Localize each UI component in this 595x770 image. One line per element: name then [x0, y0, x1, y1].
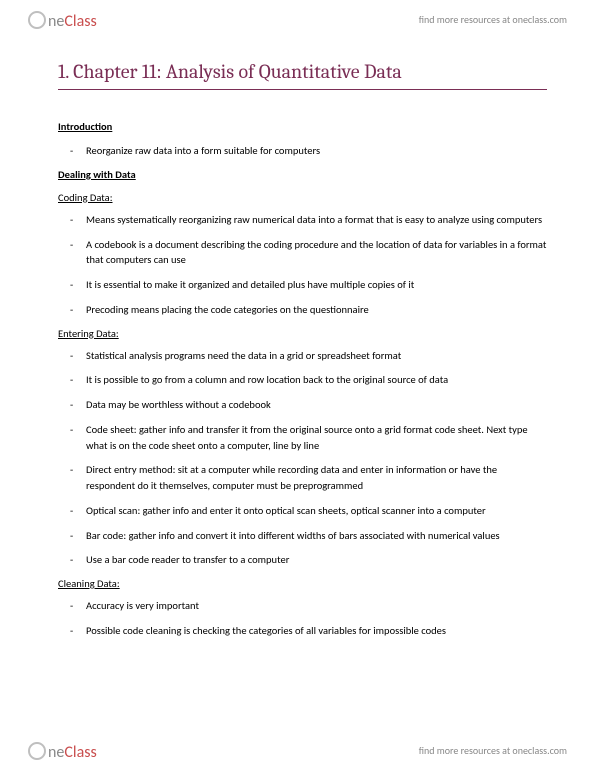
- list-item: Code sheet: gather info and transfer it …: [86, 422, 547, 454]
- list-item: Direct entry method: sit at a computer w…: [86, 462, 547, 494]
- list-item: Means systematically reorganizing raw nu…: [86, 212, 547, 228]
- subsection-heading: Coding Data:: [58, 191, 547, 204]
- list-item: Bar code: gather info and convert it int…: [86, 528, 547, 544]
- list-item: Use a bar code reader to transfer to a c…: [86, 552, 547, 568]
- page-footer: ne Class find more resources at oneclass…: [0, 731, 595, 770]
- brand-logo-footer: ne Class: [28, 739, 97, 762]
- logo-circle-icon: [28, 11, 46, 29]
- list-item: Data may be worthless without a codebook: [86, 397, 547, 413]
- subsection-heading: Entering Data:: [58, 327, 547, 340]
- page-header: ne Class find more resources at oneclass…: [0, 0, 595, 39]
- footer-tagline: find more resources at oneclass.com: [419, 744, 567, 757]
- logo-text-class: Class: [64, 743, 96, 762]
- logo-circle-icon: [28, 742, 46, 760]
- page-title: 1. Chapter 11: Analysis of Quantitative …: [58, 60, 547, 90]
- bullet-list: Reorganize raw data into a form suitable…: [58, 143, 547, 159]
- list-item: Precoding means placing the code categor…: [86, 302, 547, 318]
- section-heading: Introduction: [58, 120, 547, 133]
- list-item: Possible code cleaning is checking the c…: [86, 623, 547, 639]
- logo-text-one: ne: [48, 12, 64, 31]
- list-item: Accuracy is very important: [86, 598, 547, 614]
- document-content: 1. Chapter 11: Analysis of Quantitative …: [58, 60, 547, 730]
- list-item: It is possible to go from a column and r…: [86, 372, 547, 388]
- brand-logo: ne Class: [28, 8, 97, 31]
- subsection-heading: Cleaning Data:: [58, 577, 547, 590]
- logo-text-one: ne: [48, 743, 64, 762]
- list-item: It is essential to make it organized and…: [86, 277, 547, 293]
- logo-text-class: Class: [64, 12, 96, 31]
- list-item: Statistical analysis programs need the d…: [86, 348, 547, 364]
- bullet-list: Statistical analysis programs need the d…: [58, 348, 547, 569]
- list-item: Reorganize raw data into a form suitable…: [86, 143, 547, 159]
- bullet-list: Accuracy is very important Possible code …: [58, 598, 547, 639]
- section-heading: Dealing with Data: [58, 168, 547, 181]
- list-item: Optical scan: gather info and enter it o…: [86, 503, 547, 519]
- list-item: A codebook is a document describing the …: [86, 237, 547, 269]
- header-tagline: find more resources at oneclass.com: [419, 13, 567, 26]
- bullet-list: Means systematically reorganizing raw nu…: [58, 212, 547, 318]
